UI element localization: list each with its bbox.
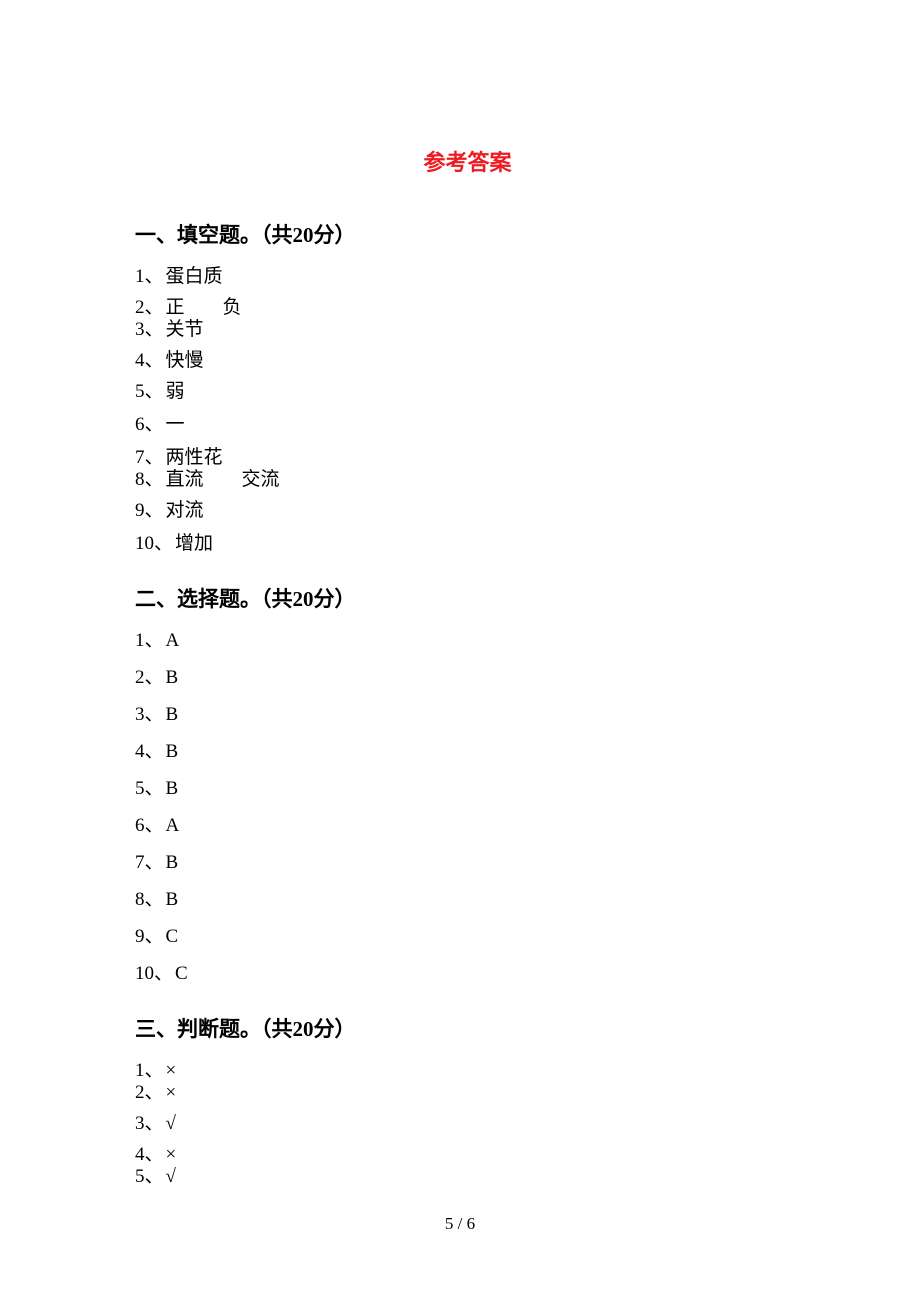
page-content: 参考答案 一、填空题。（共20分） 1、蛋白质 2、正 负 3、关节 4、快慢 …: [0, 0, 920, 1186]
answer-item: 4、B: [135, 742, 790, 761]
item-value: 弱: [166, 381, 185, 402]
item-number: 3、: [135, 320, 164, 339]
item-value: ×: [166, 1082, 177, 1103]
answer-item: 8、B: [135, 890, 790, 909]
page-footer: 5 / 6: [0, 1214, 920, 1234]
item-number: 6、: [135, 415, 164, 434]
item-number: 1、: [135, 631, 164, 650]
item-value: C: [175, 963, 188, 984]
answer-list-fill-blank: 1、蛋白质 2、正 负 3、关节 4、快慢 5、弱 6、一 7、两性花 8、直流…: [135, 267, 790, 553]
answer-item: 2、×: [135, 1083, 790, 1102]
item-number: 5、: [135, 779, 164, 798]
item-number: 2、: [135, 298, 164, 317]
answer-item: 10、C: [135, 964, 790, 983]
answer-item: 7、B: [135, 853, 790, 872]
item-value: √: [166, 1113, 176, 1134]
item-value: 直流 交流: [166, 469, 280, 490]
answer-item: 4、×: [135, 1145, 790, 1164]
answer-item: 4、快慢: [135, 351, 790, 370]
item-number: 2、: [135, 1083, 164, 1102]
item-value: ×: [166, 1060, 177, 1081]
answer-item: 6、一: [135, 415, 790, 434]
item-value: ×: [166, 1144, 177, 1165]
answer-item: 3、√: [135, 1114, 790, 1133]
item-number: 8、: [135, 470, 164, 489]
item-number: 3、: [135, 1114, 164, 1133]
section-header-3: 三、判断题。（共20分）: [135, 1013, 790, 1043]
item-number: 9、: [135, 501, 164, 520]
item-number: 4、: [135, 742, 164, 761]
item-value: 增加: [175, 533, 213, 554]
answer-item: 1、A: [135, 631, 790, 650]
item-value: 两性花: [166, 447, 223, 468]
item-value: B: [166, 667, 179, 688]
answer-item: 1、蛋白质: [135, 267, 790, 286]
item-value: B: [166, 704, 179, 725]
section-header-2: 二、选择题。（共20分）: [135, 583, 790, 613]
item-number: 5、: [135, 382, 164, 401]
item-number: 3、: [135, 705, 164, 724]
item-value: B: [166, 852, 179, 873]
answer-item: 2、正 负: [135, 298, 790, 317]
section-judge: 三、判断题。（共20分） 1、× 2、× 3、√ 4、× 5、√: [135, 1013, 790, 1186]
item-value: B: [166, 778, 179, 799]
answer-item: 9、对流: [135, 501, 790, 520]
answer-item: 5、√: [135, 1167, 790, 1186]
section-choice: 二、选择题。（共20分） 1、A 2、B 3、B 4、B 5、B 6、A 7、B…: [135, 583, 790, 983]
answer-list-judge: 1、× 2、× 3、√ 4、× 5、√: [135, 1061, 790, 1186]
answer-item: 5、弱: [135, 382, 790, 401]
answer-item: 3、关节: [135, 320, 790, 339]
item-value: 快慢: [166, 350, 204, 371]
item-number: 5、: [135, 1167, 164, 1186]
item-value: 对流: [166, 500, 204, 521]
answer-list-choice: 1、A 2、B 3、B 4、B 5、B 6、A 7、B 8、B 9、C 10、C: [135, 631, 790, 983]
item-value: C: [166, 926, 179, 947]
item-value: A: [166, 630, 180, 651]
item-value: B: [166, 889, 179, 910]
document-title: 参考答案: [135, 145, 790, 177]
item-number: 4、: [135, 1145, 164, 1164]
item-number: 7、: [135, 853, 164, 872]
answer-item: 10、增加: [135, 534, 790, 553]
item-number: 4、: [135, 351, 164, 370]
answer-item: 9、C: [135, 927, 790, 946]
answer-item: 5、B: [135, 779, 790, 798]
item-value: √: [166, 1166, 176, 1187]
item-number: 1、: [135, 1061, 164, 1080]
answer-item: 6、A: [135, 816, 790, 835]
item-number: 2、: [135, 668, 164, 687]
item-number: 10、: [135, 534, 173, 553]
item-number: 10、: [135, 964, 173, 983]
section-fill-blank: 一、填空题。（共20分） 1、蛋白质 2、正 负 3、关节 4、快慢 5、弱 6…: [135, 219, 790, 553]
item-value: B: [166, 741, 179, 762]
item-number: 1、: [135, 267, 164, 286]
answer-item: 1、×: [135, 1061, 790, 1080]
item-value: 关节: [166, 319, 204, 340]
item-value: A: [166, 815, 180, 836]
answer-item: 7、两性花: [135, 448, 790, 467]
item-number: 7、: [135, 448, 164, 467]
section-header-1: 一、填空题。（共20分）: [135, 219, 790, 249]
item-number: 6、: [135, 816, 164, 835]
item-value: 正 负: [166, 297, 242, 318]
item-number: 9、: [135, 927, 164, 946]
answer-item: 8、直流 交流: [135, 470, 790, 489]
item-number: 8、: [135, 890, 164, 909]
answer-item: 2、B: [135, 668, 790, 687]
item-value: 一: [166, 414, 185, 435]
answer-item: 3、B: [135, 705, 790, 724]
item-value: 蛋白质: [166, 266, 223, 287]
